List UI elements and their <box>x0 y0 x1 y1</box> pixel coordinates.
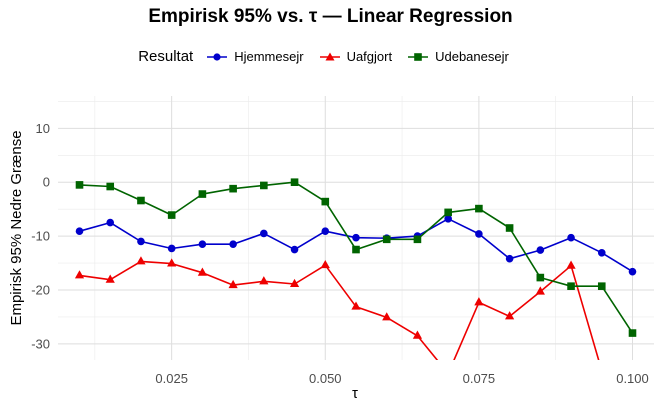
data-point-hjemmesejr <box>475 230 483 238</box>
data-point-udebanesejr <box>106 182 115 191</box>
data-point-hjemmesejr <box>352 233 360 242</box>
legend-key-triangle-icon <box>319 52 340 60</box>
data-point-udebanesejr <box>290 178 299 187</box>
series-line-udebanesejr <box>79 181 634 334</box>
legend-key-circle-icon <box>207 52 228 61</box>
x-tick-label: 0.075 <box>463 371 496 386</box>
data-point-udebanesejr <box>321 197 330 206</box>
legend-label: Udebanesejr <box>435 49 509 64</box>
data-point-uafgjort <box>74 270 85 279</box>
y-axis-title: Empirisk 95% Nedre Grænse <box>8 130 25 325</box>
legend-item-uafgjort: Uafgjort <box>318 49 393 64</box>
data-point-uafgjort <box>351 301 361 310</box>
data-point-uafgjort <box>228 279 238 289</box>
x-axis-title: τ <box>352 385 358 402</box>
data-point-hjemmesejr <box>597 248 606 257</box>
data-point-uafgjort <box>474 297 484 306</box>
y-tick-label: 0 <box>43 175 50 190</box>
data-point-hjemmesejr <box>75 227 84 236</box>
data-point-uafgjort <box>197 267 207 276</box>
data-point-uafgjort <box>320 259 330 269</box>
data-point-uafgjort <box>597 366 606 374</box>
data-point-hjemmesejr <box>444 215 452 223</box>
data-point-udebanesejr <box>505 224 514 232</box>
legend-title: Resultat <box>138 48 194 65</box>
x-tick-label: 0.025 <box>155 371 188 386</box>
data-point-udebanesejr <box>567 282 575 290</box>
data-point-udebanesejr <box>413 235 422 244</box>
data-point-uafgjort <box>412 330 423 339</box>
data-point-hjemmesejr <box>198 240 207 248</box>
data-point-uafgjort <box>535 286 545 295</box>
chart-title: Empirisk 95% vs. τ — Linear Regression <box>148 6 513 27</box>
legend-item-hjemmesejr: Hjemmesejr <box>205 49 304 64</box>
data-point-hjemmesejr <box>628 267 637 276</box>
x-tick-label: 0.100 <box>616 371 649 386</box>
data-point-uafgjort <box>382 312 392 321</box>
data-point-hjemmesejr <box>567 233 575 242</box>
data-point-udebanesejr <box>137 196 145 205</box>
y-tick-label: 10 <box>36 121 50 136</box>
data-point-uafgjort <box>167 258 177 267</box>
data-point-udebanesejr <box>260 181 268 190</box>
data-point-udebanesejr <box>475 204 483 213</box>
data-point-hjemmesejr <box>505 254 514 263</box>
data-point-udebanesejr <box>536 273 545 282</box>
data-point-uafgjort <box>444 368 453 376</box>
data-point-uafgjort <box>259 276 269 285</box>
data-point-uafgjort <box>566 260 576 269</box>
data-point-udebanesejr <box>352 245 360 254</box>
legend-key-square-icon <box>408 52 429 61</box>
data-point-uafgjort <box>505 311 515 320</box>
data-point-udebanesejr <box>229 184 237 193</box>
data-point-hjemmesejr <box>321 227 330 236</box>
legend-label: Hjemmesejr <box>234 49 304 64</box>
data-point-hjemmesejr <box>536 246 545 254</box>
y-tick-label: -10 <box>31 229 50 244</box>
data-point-udebanesejr <box>382 235 391 244</box>
series-line-uafgjort <box>79 260 600 360</box>
data-point-hjemmesejr <box>260 229 268 238</box>
data-point-hjemmesejr <box>229 240 237 248</box>
data-point-uafgjort <box>105 274 115 283</box>
y-tick-label: -20 <box>31 282 50 297</box>
legend-item-udebanesejr: Udebanesejr <box>406 49 509 64</box>
x-tick-label: 0.050 <box>309 371 342 386</box>
data-point-udebanesejr <box>198 190 207 198</box>
data-point-udebanesejr <box>444 208 452 217</box>
data-point-hjemmesejr <box>167 244 176 253</box>
data-point-uafgjort <box>136 256 146 265</box>
data-point-udebanesejr <box>167 211 176 219</box>
legend-label: Uafgjort <box>346 49 393 64</box>
legend: Resultat Hjemmesejr Uafgjort Udebanesejr <box>0 48 661 65</box>
data-point-udebanesejr <box>628 329 637 337</box>
data-point-hjemmesejr <box>137 237 145 246</box>
data-point-hjemmesejr <box>290 245 299 254</box>
data-point-udebanesejr <box>75 181 84 189</box>
data-point-hjemmesejr <box>106 218 115 227</box>
y-tick-label: -30 <box>31 336 50 351</box>
data-point-udebanesejr <box>597 282 606 290</box>
data-point-uafgjort <box>289 278 300 288</box>
